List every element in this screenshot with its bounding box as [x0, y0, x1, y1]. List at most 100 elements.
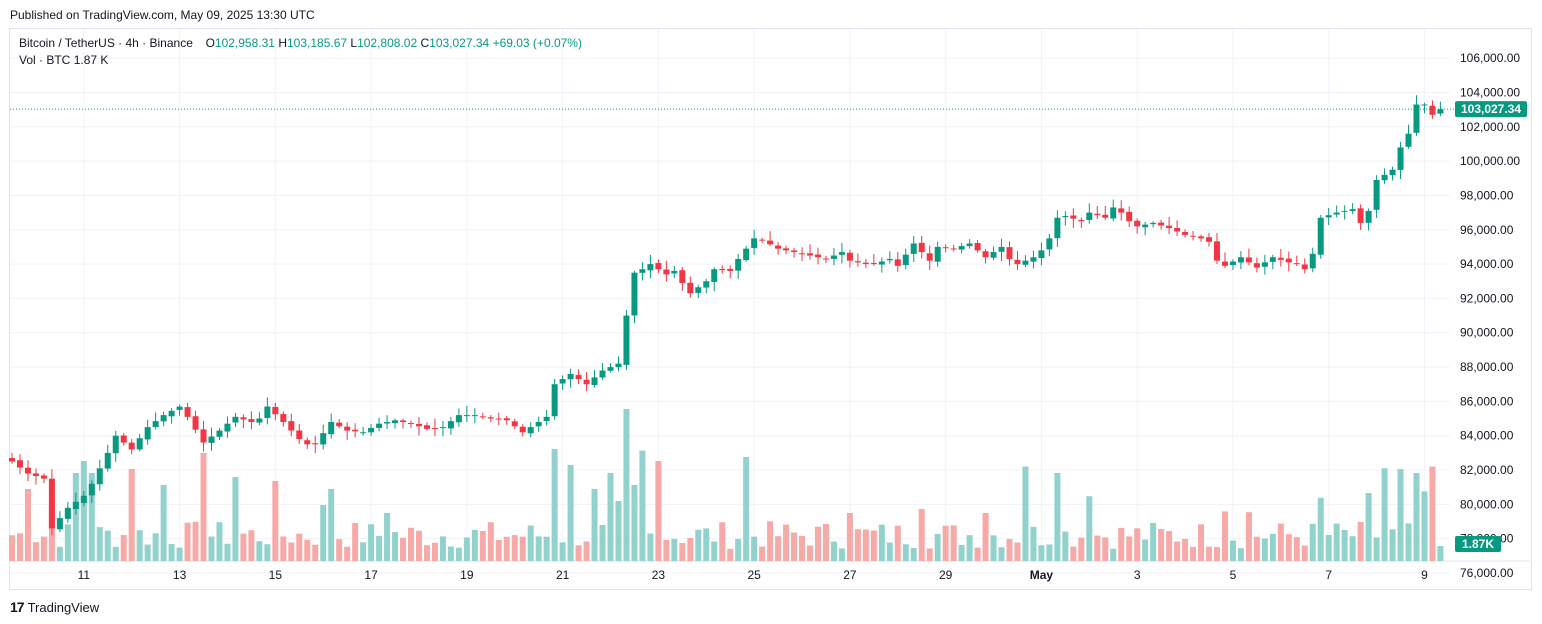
volume-bar [711, 541, 718, 561]
volume-bar [1373, 537, 1380, 561]
high-label: H [278, 36, 287, 50]
candle-body [1421, 104, 1428, 106]
volume-bar [799, 535, 806, 561]
footer-brand[interactable]: 17 TradingView [10, 599, 99, 615]
candle-body [1405, 133, 1412, 147]
volume-bar [1134, 528, 1141, 561]
volume-bar [487, 522, 494, 561]
volume-bar [1182, 538, 1189, 561]
volume-bar [950, 525, 957, 561]
candle-body [878, 261, 885, 265]
volume-bar [1293, 537, 1300, 561]
candle-body [495, 418, 502, 420]
volume-bar [1014, 542, 1021, 561]
candle-body [96, 468, 103, 485]
volume-bar [1142, 539, 1149, 561]
x-axis-tick-label: 29 [939, 568, 953, 582]
volume-bar [854, 529, 861, 561]
candle-body [1301, 264, 1308, 270]
candle-body [1158, 222, 1165, 226]
volume-bar [320, 505, 327, 561]
volume-bar [1126, 536, 1133, 561]
volume-bar [144, 544, 151, 561]
candle-body [1325, 215, 1332, 218]
volume-bar [1110, 548, 1117, 561]
y-axis-tick-label: 94,000.00 [1460, 257, 1514, 271]
volume-bar [1421, 491, 1428, 561]
candle-body [1054, 217, 1061, 239]
volume-bar [431, 542, 438, 561]
last-volume-badge [1455, 536, 1501, 552]
candle-body [136, 438, 143, 450]
candle-body [408, 423, 414, 425]
volume-bar [934, 533, 941, 561]
volume-bar [104, 530, 111, 561]
low-value: 102,808.02 [357, 36, 418, 50]
candle-body [1102, 214, 1109, 218]
volume-bar [439, 536, 446, 561]
candle-body [687, 282, 694, 294]
last-price-badge [1455, 101, 1527, 118]
candle-body [1134, 220, 1141, 227]
candle-body [519, 426, 526, 433]
volume-bar [1309, 523, 1316, 561]
volume-bar [400, 537, 407, 561]
volume-bar [870, 530, 877, 561]
x-axis-tick-label: 15 [269, 568, 283, 582]
candle-body [9, 458, 15, 462]
candle-body [607, 367, 614, 371]
volume-bar [1046, 544, 1053, 561]
x-axis-tick-label: 13 [173, 568, 187, 582]
candle-body [1126, 211, 1133, 222]
volume-bar [1261, 538, 1268, 561]
volume-bar [902, 544, 909, 561]
candle-body [1413, 104, 1420, 133]
y-axis-tick-label: 98,000.00 [1460, 188, 1514, 202]
candle-body [200, 429, 207, 443]
low-label: L [350, 36, 358, 50]
volume-bar [1030, 526, 1037, 561]
open-label: O [205, 36, 215, 50]
volume-bar [830, 541, 837, 561]
volume-bar [479, 530, 486, 561]
candle-body [631, 272, 638, 316]
volume-bar [767, 521, 774, 561]
candle-body [575, 374, 582, 380]
candle-body [463, 415, 470, 417]
candle-body [368, 427, 375, 433]
candle-body [1309, 253, 1316, 269]
volume-bar [216, 522, 223, 561]
volume-bar [312, 544, 319, 561]
volume-bar [1365, 493, 1372, 561]
y-axis-tick-label: 84,000.00 [1460, 429, 1514, 443]
candle-body [822, 258, 829, 260]
candle-body [1269, 257, 1276, 262]
high-value: 103,185.67 [286, 36, 348, 50]
volume-bar [1102, 537, 1109, 561]
candle-body [767, 240, 774, 245]
candle-body [1190, 235, 1197, 237]
symbol-title[interactable]: Bitcoin / TetherUS · 4h · Binance [19, 36, 193, 50]
candle-body [910, 243, 917, 254]
x-axis-tick-label: 23 [652, 568, 666, 582]
volume-bar [1086, 496, 1093, 561]
candle-body [40, 475, 47, 479]
candle-body [232, 416, 239, 423]
volume-bar [1158, 528, 1165, 561]
volume-bar [735, 538, 742, 561]
candle-body [1078, 219, 1085, 222]
candle-body [479, 416, 486, 418]
volume-bar [783, 524, 790, 561]
candle-body [280, 414, 287, 422]
candle-body [695, 287, 702, 293]
volume-bar [208, 536, 215, 561]
x-axis-tick-label: 11 [78, 568, 91, 582]
chart-frame[interactable] [9, 28, 1532, 590]
volume-bar [655, 461, 662, 561]
candle-body [64, 507, 71, 519]
volume-bar [958, 544, 965, 561]
candle-body [248, 419, 255, 422]
volume-label[interactable]: Vol · BTC [19, 53, 71, 67]
volume-bar [384, 513, 391, 561]
